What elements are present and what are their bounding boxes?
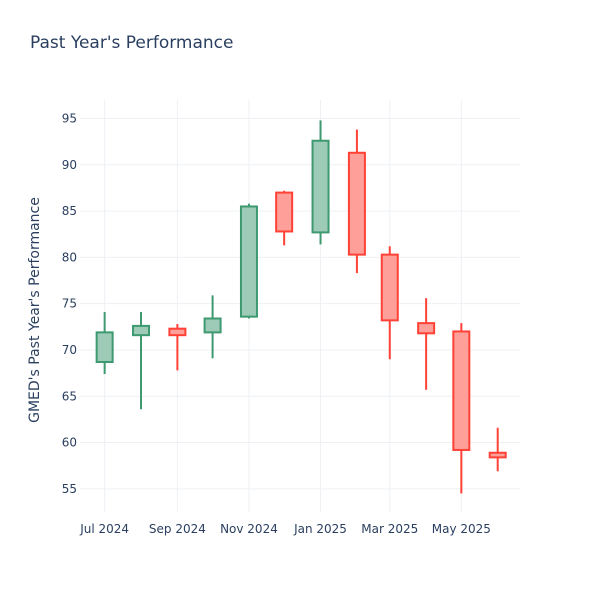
candle-body bbox=[239, 205, 258, 318]
candle bbox=[452, 323, 471, 494]
y-tick-label: 90 bbox=[62, 158, 77, 172]
candle-body bbox=[203, 317, 222, 334]
candle-body bbox=[417, 322, 436, 335]
x-tick-label: Jan 2025 bbox=[293, 522, 347, 536]
candle-body bbox=[488, 451, 507, 459]
candle bbox=[380, 246, 399, 360]
y-tick-label: 75 bbox=[62, 297, 77, 311]
x-tick-label: Mar 2025 bbox=[361, 522, 418, 536]
y-tick-label: 95 bbox=[62, 112, 77, 126]
y-tick-label: 70 bbox=[62, 343, 77, 357]
candles bbox=[95, 120, 507, 494]
candle-body bbox=[132, 324, 151, 337]
candle bbox=[95, 312, 114, 375]
chart-title: Past Year's Performance bbox=[30, 33, 234, 53]
x-tick-label: May 2025 bbox=[432, 522, 491, 536]
candle-body bbox=[311, 139, 330, 234]
y-tick-label: 60 bbox=[62, 436, 77, 450]
candle-body bbox=[347, 151, 366, 256]
candle bbox=[203, 295, 222, 359]
candle-body bbox=[95, 331, 114, 364]
y-tick-label: 65 bbox=[62, 389, 77, 403]
candle bbox=[132, 312, 151, 410]
candle-body bbox=[452, 330, 471, 451]
candle-body bbox=[380, 253, 399, 322]
candle bbox=[275, 190, 294, 246]
y-tick-label: 80 bbox=[62, 250, 77, 264]
candle-body bbox=[275, 191, 294, 233]
x-tick-label: Nov 2024 bbox=[220, 522, 278, 536]
x-ticks: Jul 2024 Sep 2024 Nov 2024 Jan 2025 Mar 2025… bbox=[79, 522, 491, 536]
x-tick-label: Sep 2024 bbox=[149, 522, 206, 536]
candle bbox=[311, 120, 330, 245]
y-ticks: 55 60 65 70 75 80 85 90 95 bbox=[62, 112, 77, 496]
candle-body bbox=[168, 327, 187, 337]
candle bbox=[488, 427, 507, 472]
x-tick-label: Jul 2024 bbox=[79, 522, 129, 536]
y-tick-label: 85 bbox=[62, 204, 77, 218]
candle bbox=[417, 298, 436, 390]
y-tick-label: 55 bbox=[62, 482, 77, 496]
candle bbox=[347, 129, 366, 274]
candle bbox=[168, 324, 187, 371]
candle bbox=[239, 203, 258, 319]
